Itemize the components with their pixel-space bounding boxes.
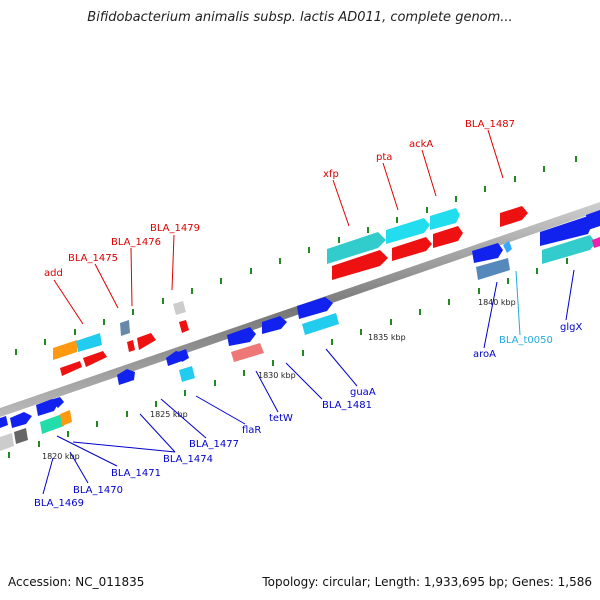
gene-xfp-cyan[interactable] [327,232,386,264]
upper-ticks [15,156,577,355]
gene-bla-1476-b[interactable] [127,340,135,352]
label-bla-1474[interactable]: BLA_1474 [163,454,213,465]
gene-blue-a[interactable] [10,412,32,428]
gene-bla-1471[interactable] [60,410,72,426]
scale-1840: 1840 kbp [478,298,516,307]
gene-bla-1476[interactable] [120,320,130,336]
gene-bla-1479[interactable] [173,301,186,315]
gene-blue-c[interactable] [50,397,64,408]
gene-pta-red[interactable] [392,237,432,261]
gene-tetw-blue[interactable] [227,327,256,346]
gene-acka-cyan[interactable] [430,208,460,230]
label-glgx[interactable]: glgX [560,322,582,333]
gene-guaa-blue[interactable] [297,297,333,319]
lower-ticks [8,258,568,458]
gene-bla-1481[interactable] [262,316,287,334]
label-add[interactable]: add [44,268,63,279]
gene-tetw-pink[interactable] [231,343,264,362]
label-bla-1481[interactable]: BLA_1481 [322,400,372,411]
gene-glgx-cyan[interactable] [542,235,596,264]
gene-guaa-cyan[interactable] [302,313,339,335]
gene-bla-1474[interactable] [117,369,135,385]
label-bla-1469[interactable]: BLA_1469 [34,498,84,509]
gene-right-blue2[interactable] [586,210,600,230]
label-bla-1476[interactable]: BLA_1476 [111,237,161,248]
gene-pta-cyan[interactable] [386,218,430,244]
gene-bla-1487[interactable] [500,206,528,227]
label-pta[interactable]: pta [376,152,392,163]
label-bla-1487[interactable]: BLA_1487 [465,119,515,130]
label-flar[interactable]: flaR [242,425,261,436]
scale-1830: 1830 kbp [258,371,296,380]
accession-text: Accession: NC_011835 [8,575,145,589]
gene-aroa-blue[interactable] [472,243,503,263]
label-tetw[interactable]: tetW [269,413,293,424]
gene-grey-left[interactable] [0,433,14,451]
gene-right-blue[interactable] [540,216,592,246]
map-title: Bifidobacterium animalis subsp. lactis A… [87,10,513,25]
gene-bla-1479-b[interactable] [179,320,189,333]
scale-1820: 1820 kbp [42,452,80,461]
scale-1825: 1825 kbp [150,410,188,419]
gene-bla-1475-b[interactable] [83,351,107,367]
gene-t0050[interactable] [503,241,512,253]
callout-lines [42,129,575,495]
label-bla-1471[interactable]: BLA_1471 [111,468,161,479]
gene-bla-1477-b[interactable] [178,349,189,362]
label-guaa[interactable]: guaA [350,387,376,398]
scale-1835: 1835 kbp [368,333,406,342]
label-acka[interactable]: ackA [409,139,433,150]
gene-darkgrey[interactable] [14,428,28,444]
gene-bla-1470[interactable] [40,414,64,434]
gene-add[interactable] [53,340,82,376]
label-xfp[interactable]: xfp [323,169,339,180]
gene-xfp-red[interactable] [332,250,388,280]
gene-flar[interactable] [179,366,195,382]
gene-pink-edge[interactable] [592,237,600,248]
label-bla-t0050[interactable]: BLA_t0050 [499,335,553,346]
gene-blue-b[interactable] [36,399,58,416]
label-bla-1470[interactable]: BLA_1470 [73,485,123,496]
gene-aroa-slate[interactable] [476,258,510,280]
label-aroa[interactable]: aroA [473,349,496,360]
gene-acka-red[interactable] [433,226,463,248]
gene-bla-1475-a[interactable] [76,333,102,352]
label-bla-1477[interactable]: BLA_1477 [189,439,239,450]
genome-stats-text: Topology: circular; Length: 1,933,695 bp… [262,575,592,589]
gene-red-mid[interactable] [137,333,156,350]
label-bla-1479[interactable]: BLA_1479 [150,223,200,234]
gene-far-left-blue[interactable] [0,416,8,428]
label-bla-1475[interactable]: BLA_1475 [68,253,118,264]
